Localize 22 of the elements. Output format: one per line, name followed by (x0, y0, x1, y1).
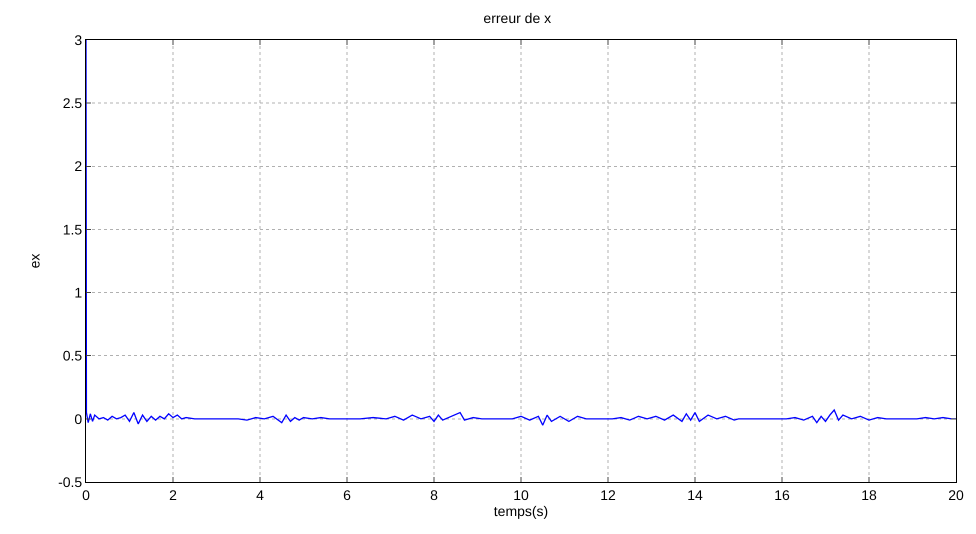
x-tick-label: 6 (343, 486, 352, 503)
x-axis-title: temps(s) (494, 503, 548, 520)
y-tick-label: 2.5 (62, 95, 82, 112)
chart-title: erreur de x (483, 10, 552, 26)
y-tick-label: -0.5 (58, 474, 82, 490)
x-tick-label: 10 (513, 486, 529, 503)
y-tick-label: 0.5 (62, 348, 82, 364)
x-tick-label: 16 (774, 486, 790, 503)
x-tick-label: 18 (861, 486, 877, 503)
x-tick-label: 20 (948, 486, 964, 503)
x-tick-label: 4 (256, 486, 264, 503)
y-axis-title: ex (26, 254, 43, 268)
y-tick-label: 1 (74, 284, 82, 300)
line-series (86, 40, 956, 426)
x-tick-label: 8 (430, 486, 438, 503)
x-tick-label: 2 (169, 486, 178, 503)
x-tick-label: 12 (600, 486, 616, 503)
x-tick-label: 14 (687, 486, 703, 503)
y-tick-label: 3 (74, 32, 82, 48)
y-tick-label: 2 (74, 158, 82, 174)
y-tick-label: 1.5 (62, 221, 82, 238)
y-tick-label: 0 (74, 410, 82, 427)
